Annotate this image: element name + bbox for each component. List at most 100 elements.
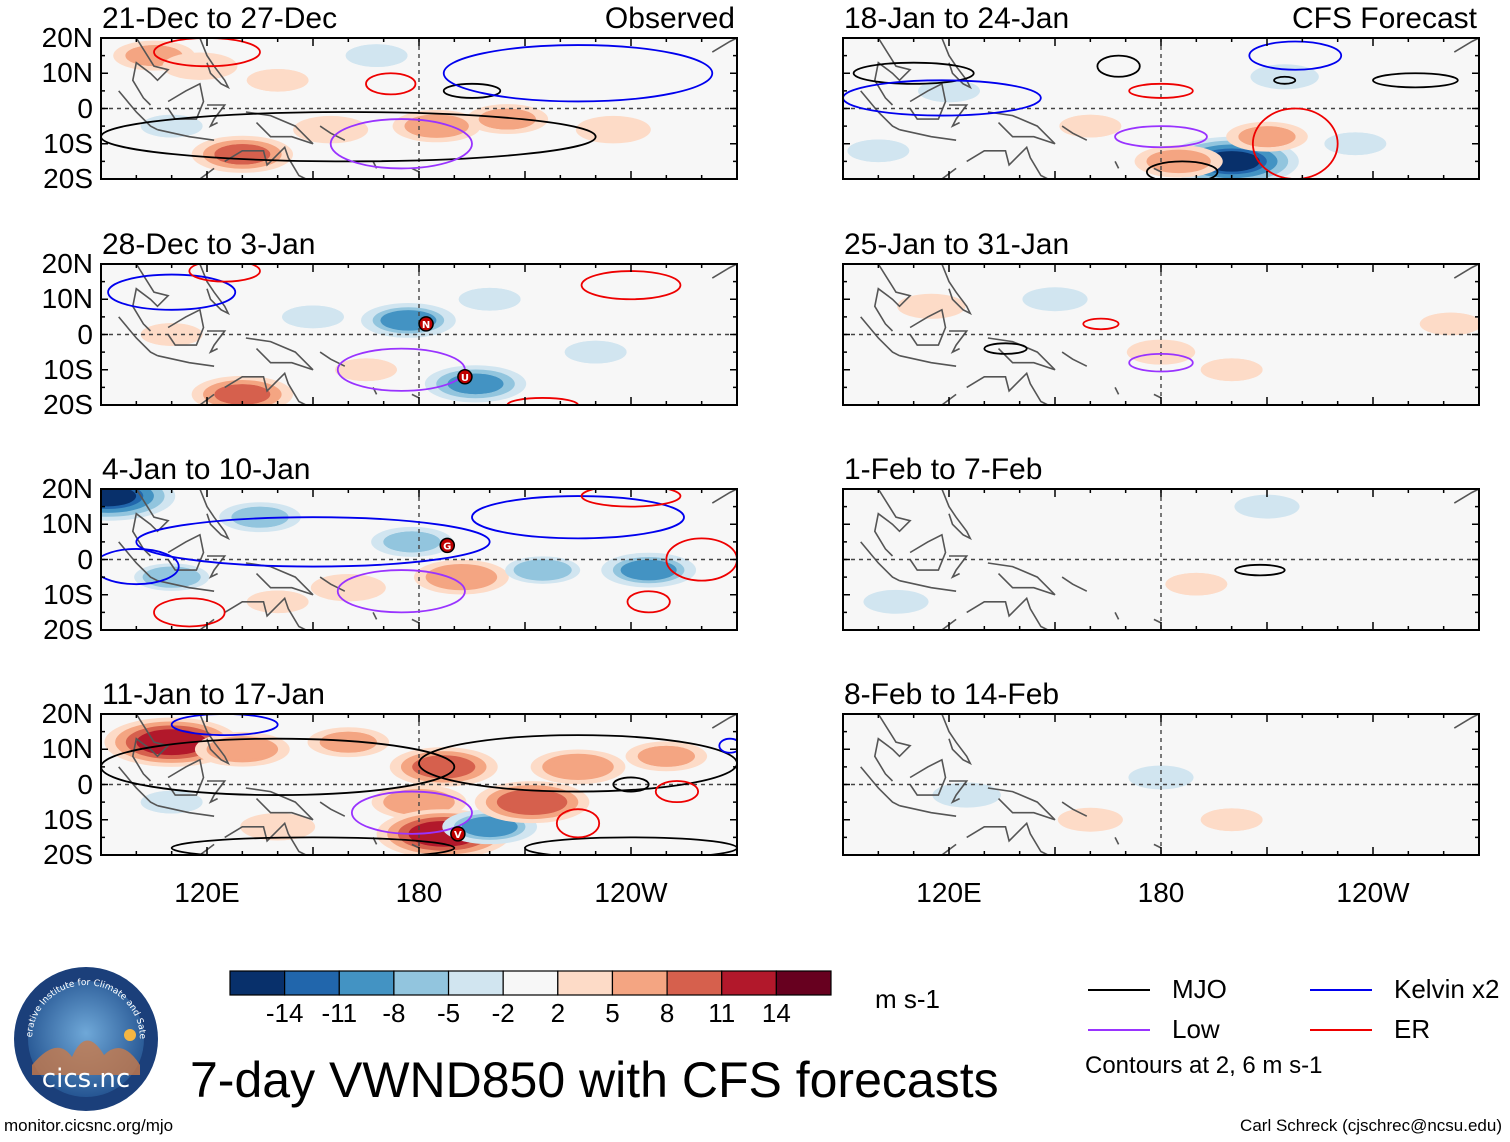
panel-left-0 [100,37,738,180]
coastline [940,843,957,855]
coastline [199,714,230,766]
contour-mjo [1145,160,1219,179]
coastline [224,596,307,630]
colorbar-swatch [775,970,832,996]
anomaly-shading [345,44,408,67]
colorbar-swatch [721,970,777,996]
y-tick-label: 10S [43,127,93,159]
y-tick-label: 20N [41,22,93,53]
anomaly-shading [1234,494,1300,519]
coastline [245,337,314,371]
anomaly-shading [214,384,271,405]
y-tick-label: 10N [41,283,93,315]
contour-kelvin [442,44,714,103]
storm-label: U [461,373,469,384]
anomaly-shading [214,738,271,760]
contour-low [1128,352,1194,373]
contour-kelvin [1248,40,1343,71]
storm-label: G [443,541,451,552]
anomaly-shading [415,756,472,778]
anomaly-shading [231,506,289,528]
panel-background [843,489,1479,630]
coastline [157,804,215,817]
contour-er [1251,107,1339,179]
coastline [1453,714,1479,729]
coastline [319,801,346,817]
coastline [118,766,158,807]
coastline [860,766,900,807]
y-tick-label: 10N [41,733,93,765]
coastline [131,264,170,332]
contour-kelvin [843,79,1042,117]
colorbar-swatch [557,970,614,996]
footer-credit: Carl Schreck (cjschrec@ncsu.edu) [1240,1116,1502,1135]
coastline [411,843,420,849]
legend-line-er [1310,1029,1372,1031]
contour-er [665,537,737,582]
contour-er [1082,317,1120,331]
coastline [873,489,912,557]
coastline [1153,393,1162,399]
coastline [245,111,314,145]
coastline [157,128,215,141]
contour-mjo [1273,75,1297,85]
contour-mjo [1234,563,1286,577]
coastline [711,264,737,279]
coastline [411,618,420,624]
coastline [224,371,307,405]
y-tick-label: 20N [41,473,93,504]
panel-title: 21-Dec to 27-Dec [102,2,338,35]
colorbar-label: -14 [265,998,304,1028]
coastline [966,596,1049,630]
panel-title: 18-Jan to 24-Jan [844,2,1070,35]
anomaly-shading [584,118,643,141]
contour-er [580,489,682,508]
anomaly-shading [246,68,309,92]
colorbar-label: 2 [550,998,566,1028]
coastline [949,104,969,128]
anomaly-shading [620,559,677,581]
y-tick-label: 20S [43,614,93,645]
coastline [207,330,227,354]
coastline [1453,38,1479,53]
coastline [167,758,205,796]
storm-marker [418,316,434,332]
contour-er [365,72,417,96]
cics-logo: Cooperative Institute for Climate and Sa… [12,965,158,1111]
anomaly-shading [513,559,572,581]
coastline [909,82,947,120]
coastline [711,38,737,53]
panel-left-2: G [100,488,738,631]
y-tick-label: 10S [43,803,93,835]
anomaly-shading [319,731,377,753]
coastline [167,533,205,571]
coastline [909,533,947,571]
legend-label-er: ER [1394,1014,1431,1044]
y-tick-label: 10N [41,57,93,89]
colorbar-swatch [393,970,450,996]
coastline [1453,489,1479,504]
coastline [1114,612,1120,620]
legend-line-mjo [1088,989,1150,991]
x-tick-label: 120W [594,877,668,908]
coastline [157,579,215,592]
figure-title: 7-day VWND850 with CFS forecasts [190,1052,999,1108]
coastline [1153,843,1162,849]
coastline [224,821,307,855]
footer-url: monitor.cicsnc.org/mjo [4,1116,174,1135]
coastline [131,489,170,557]
colorbar-label: -8 [382,998,406,1028]
anomaly-shading [447,373,504,395]
legend-line-low [1088,1029,1150,1031]
contour-low [350,790,473,835]
coastline [941,38,972,90]
contour-mjo [1372,72,1459,89]
colorbar-label: 11 [708,998,736,1028]
y-tick-label: 10S [43,578,93,610]
contour-er [654,780,700,804]
legend-label-mjo: MJO [1172,974,1227,1004]
y-tick-label: 20S [43,163,93,194]
anomaly-shading [143,731,200,753]
contour-low [329,118,473,170]
